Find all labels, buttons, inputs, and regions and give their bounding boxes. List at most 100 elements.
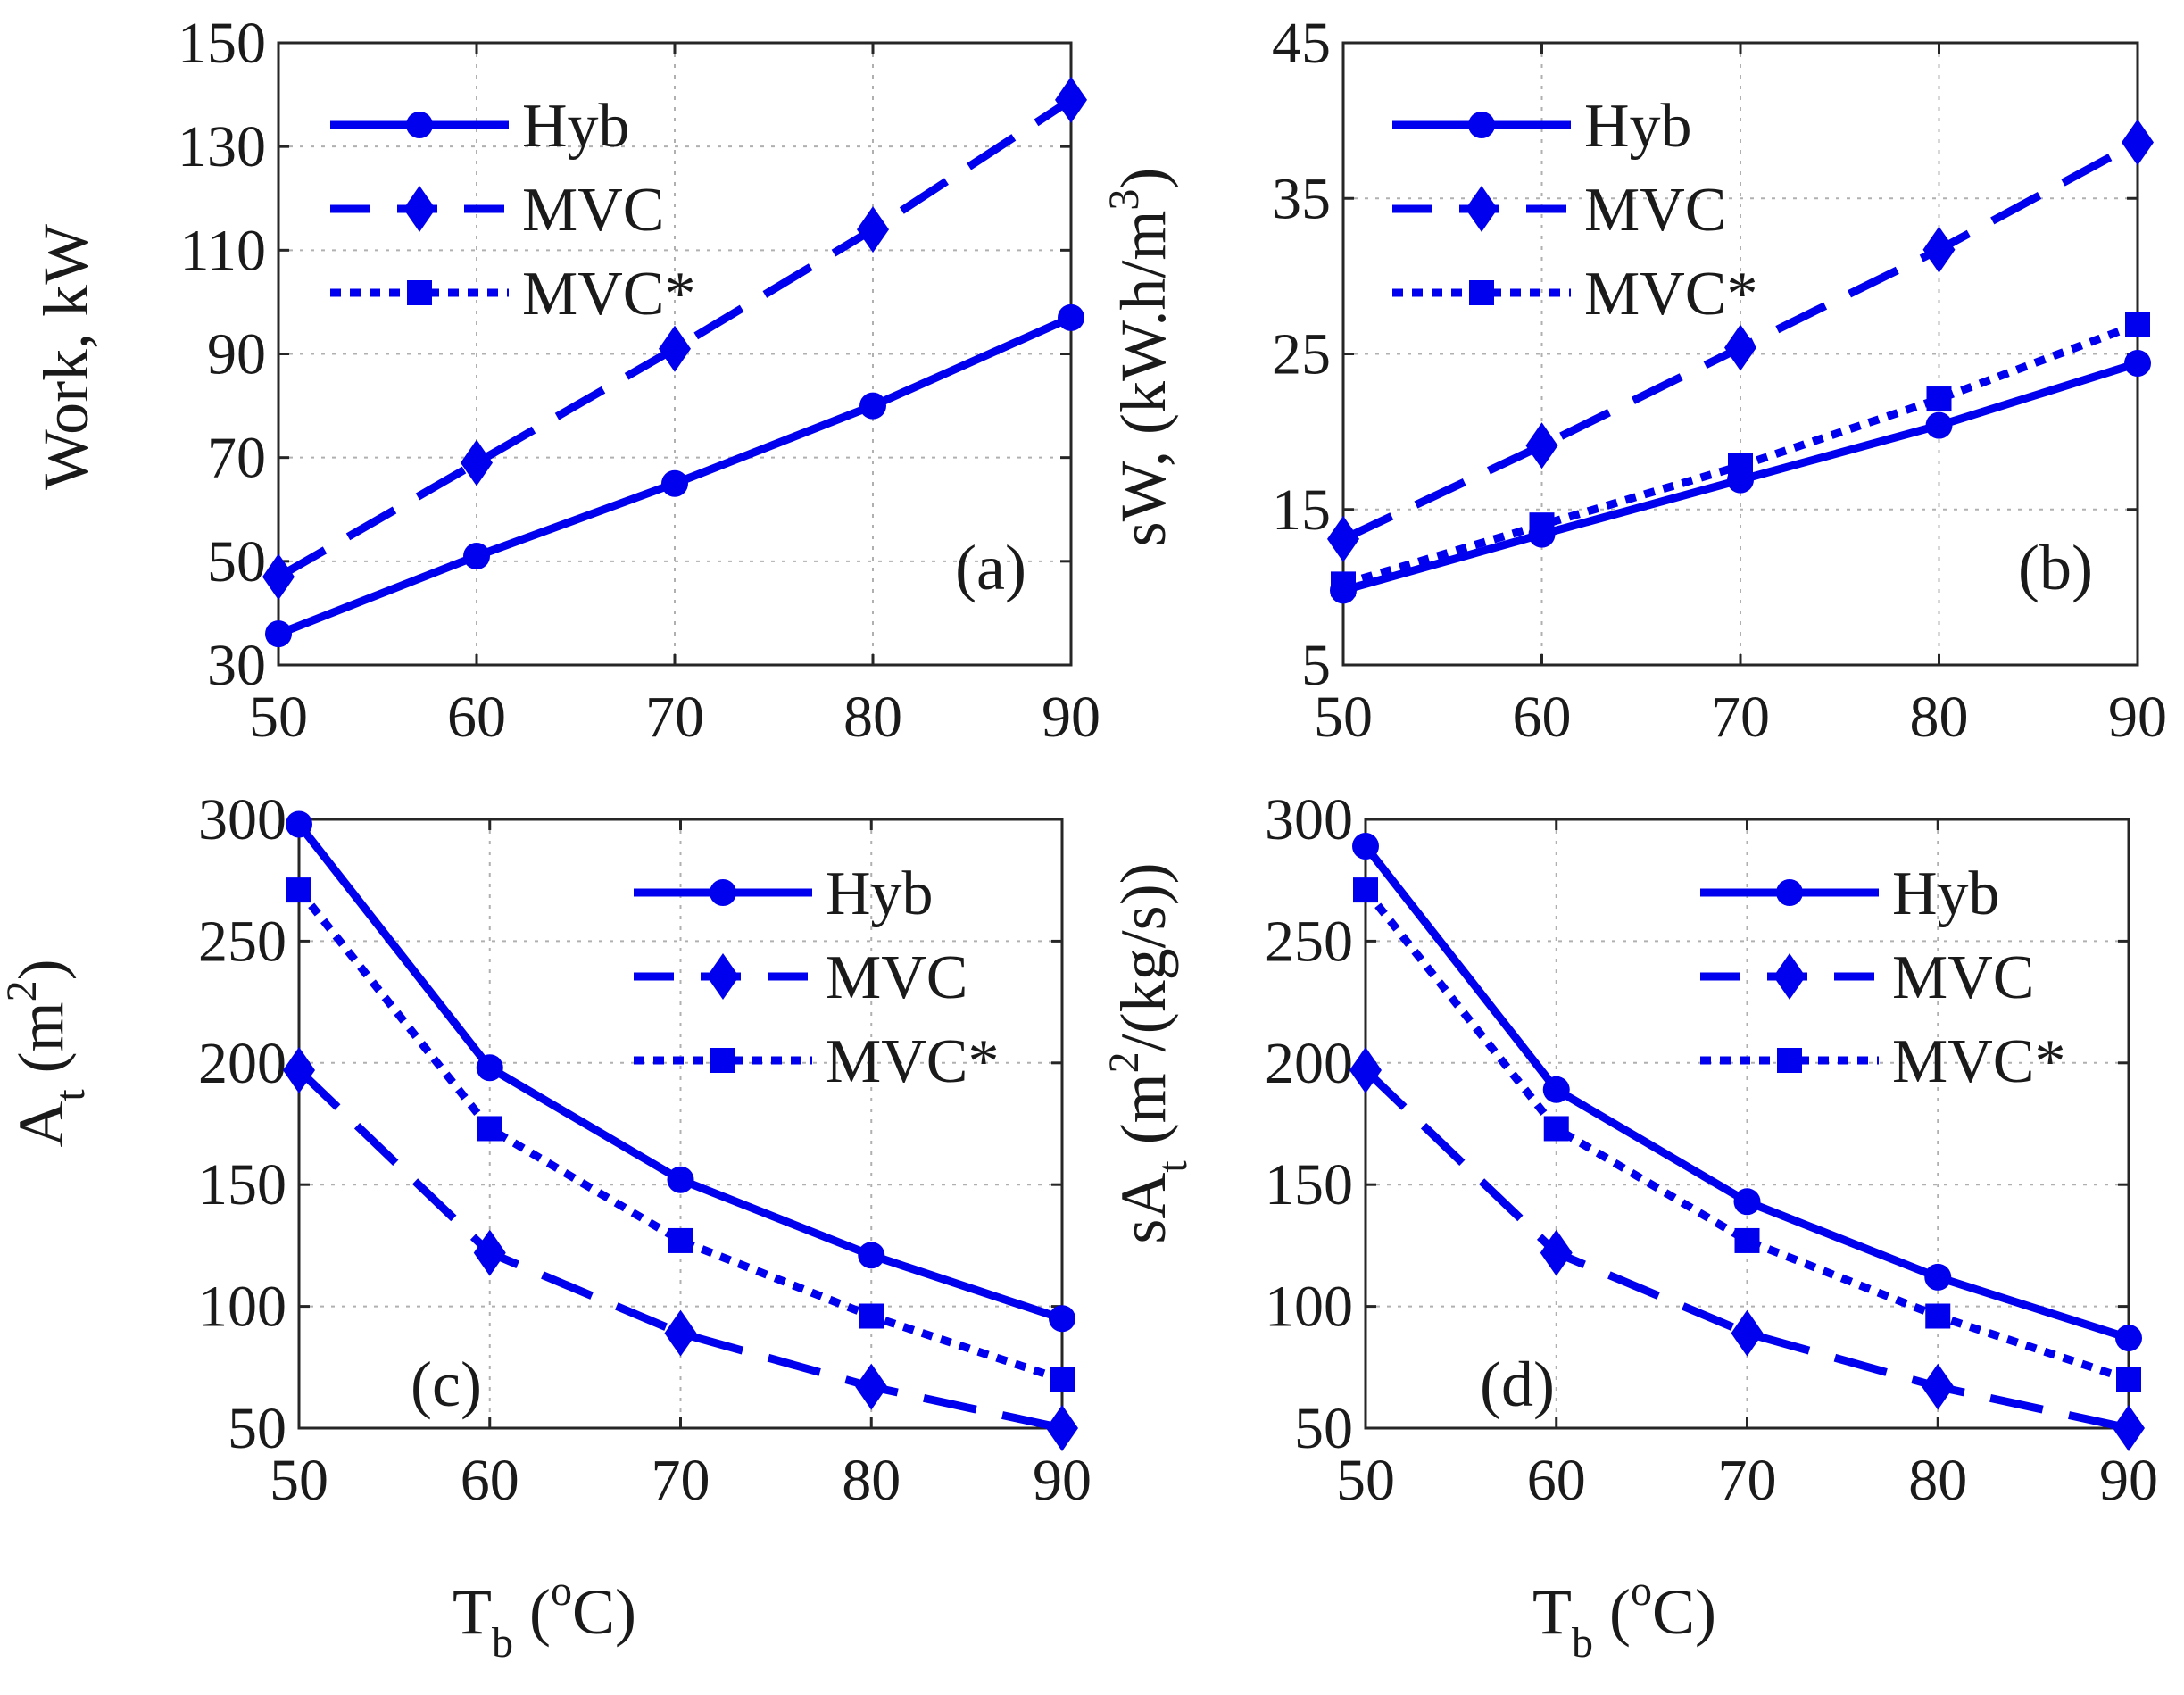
x-axis-label: Tb (oC)	[1532, 1567, 1716, 1666]
mvc-marker-0	[262, 553, 295, 601]
mvc-marker-3	[1922, 1363, 1955, 1410]
x-tick-label-4: 90	[1033, 1448, 1092, 1513]
mvc-star-marker-4	[2116, 1367, 2141, 1392]
legend-label: Hyb	[1892, 860, 2000, 928]
x-tick-label-2: 70	[652, 1448, 710, 1513]
legend-entry-mvc: MVC	[1392, 176, 1726, 245]
legend-entry-hyb: Hyb	[1392, 92, 1692, 161]
y-tick-label-6: 150	[178, 11, 266, 76]
hyb-marker-3	[1925, 411, 1953, 439]
mvc-star-marker-1	[1543, 1116, 1569, 1142]
y-axis-label: At (m2)	[0, 959, 94, 1147]
y-tick-label-4: 250	[198, 909, 286, 974]
x-tick-label-1: 60	[1527, 1448, 1586, 1513]
y-tick-label-0: 5	[1301, 633, 1331, 698]
legend-entry-mvc-star: MVC*	[330, 260, 695, 328]
hyb-marker-4	[1049, 1305, 1075, 1333]
y-tick-label-0: 50	[228, 1396, 286, 1461]
legend-entry-hyb: Hyb	[634, 860, 934, 928]
mvc-star-series-line	[295, 887, 1064, 1383]
mvc-star-marker-1	[1529, 512, 1555, 538]
legend-entry-hyb: Hyb	[1700, 860, 2000, 928]
mvc-marker-3	[857, 206, 889, 253]
mvc-marker-legend	[707, 953, 739, 1000]
hyb-marker-0	[265, 620, 292, 648]
y-tick-label-4: 45	[1272, 11, 1331, 76]
panel-b: sW, (kW.h/m3) 50 60 70 80 90 5 15 25 35 45 Hyb MVC M…	[1100, 11, 2167, 750]
x-tick-label-2: 70	[645, 685, 704, 750]
hyb-marker-1	[463, 543, 490, 570]
y-tick-label-3: 200	[198, 1031, 286, 1096]
mvc-star-marker-legend	[1777, 1048, 1802, 1073]
mvc-series-line	[276, 96, 1074, 581]
y-tick-label-5: 130	[178, 114, 266, 179]
y-tick-label-5: 300	[1265, 787, 1353, 852]
panel-c: At (m2) Tb (oC) 50 60 70 80 90 50 100 150 200 250…	[0, 787, 1092, 1666]
y-tick-label-2: 25	[1272, 322, 1331, 387]
x-axis-label: Tb (oC)	[453, 1567, 636, 1666]
y-tick-label-1: 50	[207, 529, 266, 594]
panel-d: sAt (m2/(kg/s)) Tb (oC) 50 60 70 80 90 50 100 1…	[1100, 787, 2158, 1666]
legend-label: Hyb	[1584, 92, 1692, 161]
panel-label: (c)	[411, 1349, 482, 1420]
mvc-star-marker-2	[1728, 453, 1753, 478]
mvc-star-marker-3	[1926, 386, 1952, 412]
mvc-star-marker-0	[286, 877, 311, 903]
mvc-star-marker-legend	[1469, 280, 1494, 305]
x-tick-label-0: 50	[1336, 1448, 1395, 1513]
y-axis-label: Work, kW	[30, 224, 102, 490]
hyb-marker-2	[1733, 1188, 1761, 1216]
legend-label: MVC*	[522, 260, 695, 328]
y-tick-label-0: 50	[1294, 1396, 1353, 1461]
mvc-marker-legend	[1466, 186, 1498, 232]
y-tick-label-4: 110	[179, 218, 266, 283]
legend-entry-mvc-star: MVC*	[634, 1027, 999, 1096]
panel-label: (d)	[1480, 1349, 1555, 1420]
hyb-marker-0	[286, 810, 312, 838]
mvc-marker-3	[855, 1363, 888, 1410]
hyb-marker-1	[476, 1054, 503, 1082]
x-tick-label-0: 50	[249, 685, 308, 750]
mvc-star-marker-legend	[407, 280, 432, 305]
mvc-star-marker-3	[1925, 1303, 1951, 1329]
mvc-marker-0	[1327, 515, 1359, 562]
y-tick-label-3: 35	[1272, 166, 1331, 231]
legend-label: MVC	[522, 176, 664, 245]
hyb-marker-legend	[1776, 879, 1803, 906]
legend-label: MVC*	[1892, 1027, 2065, 1096]
hyb-marker-1	[1542, 1076, 1570, 1103]
mvc-marker-4	[2113, 1405, 2145, 1451]
x-tick-label-4: 90	[2108, 685, 2167, 750]
x-tick-label-3: 80	[842, 1448, 901, 1513]
y-tick-label-4: 250	[1265, 909, 1353, 974]
hyb-marker-legend	[710, 879, 736, 906]
x-tick-label-3: 80	[1908, 1448, 1967, 1513]
panel-a: Work, kW 50 60 70 80 9030507090110130150HybM…	[30, 11, 1100, 750]
mvc-marker-2	[659, 325, 691, 372]
mvc-star-marker-4	[1050, 1367, 1075, 1392]
legend-entry-mvc: MVC	[1700, 943, 2034, 1012]
x-tick-label-4: 90	[1042, 685, 1100, 750]
x-tick-label-1: 60	[1513, 685, 1572, 750]
mvc-marker-legend	[1773, 953, 1806, 1000]
x-tick-label-3: 80	[843, 685, 902, 750]
legend-label: Hyb	[826, 860, 934, 928]
mvc-star-marker-3	[859, 1303, 884, 1329]
mvc-star-marker-1	[477, 1116, 502, 1142]
y-axis-label: sAt (m2/(kg/s))	[1100, 862, 1196, 1243]
legend-label: MVC	[826, 943, 967, 1012]
legend-label: MVC*	[1584, 260, 1757, 328]
hyb-marker-4	[1058, 303, 1084, 331]
mvc-marker-3	[1922, 226, 1956, 273]
hyb-marker-2	[667, 1166, 694, 1193]
mvc-marker-2	[664, 1309, 697, 1357]
y-tick-label-5: 300	[198, 787, 286, 852]
mvc-star-marker-2	[668, 1227, 693, 1253]
mvc-marker-legend	[403, 186, 436, 232]
mvc-marker-1	[1525, 422, 1558, 469]
legend-label: MVC*	[826, 1027, 999, 1096]
mvc-series-line	[1362, 1067, 2130, 1433]
x-tick-label-0: 50	[1314, 685, 1373, 750]
